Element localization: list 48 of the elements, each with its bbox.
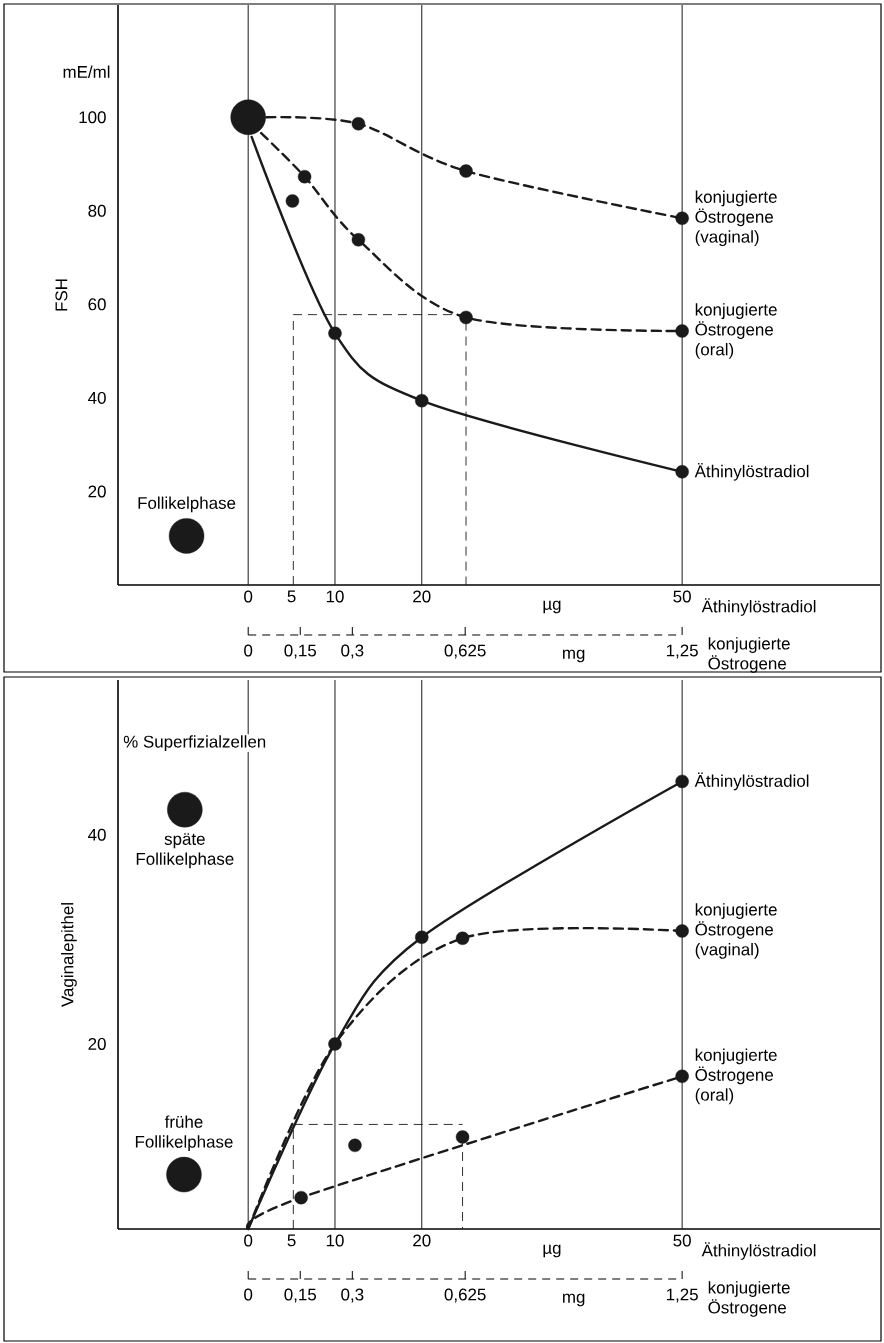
x2-tick-label: 0,3 xyxy=(341,644,364,659)
x2-tick-label: 0,15 xyxy=(284,644,317,659)
x-tick-label: 50 xyxy=(673,1234,691,1247)
x2-tick-label: 0,15 xyxy=(284,1288,317,1303)
y-tick-label: 60 xyxy=(88,298,106,311)
series-label: konjugierte Östrogene (vaginal) xyxy=(695,190,777,247)
annotation: Follikelphase xyxy=(138,496,236,513)
series-label: konjugierte Östrogene (oral) xyxy=(695,303,777,359)
series-label: Äthinylöstradiol xyxy=(694,462,809,481)
series-label: konjugierte Östrogene (vaginal) xyxy=(695,903,777,959)
x-tick-label: 5 xyxy=(287,1234,296,1247)
x-tick-label: 5 xyxy=(287,590,296,603)
x2-tick-label: 0,625 xyxy=(444,644,486,659)
y-tick-label: 20 xyxy=(88,485,106,498)
x-tick-label: 0 xyxy=(244,590,253,603)
x-tick-label: 50 xyxy=(673,590,691,603)
x-tick-label: 10 xyxy=(326,590,344,603)
y-tick-label: 40 xyxy=(88,391,106,404)
x-tick-label: 20 xyxy=(413,1234,431,1247)
y-tick-label: 80 xyxy=(88,204,106,217)
x2-tick-label: 1,25 xyxy=(666,644,698,659)
x-axis-title: µg xyxy=(543,600,561,614)
y-tick-label: 20 xyxy=(88,1037,106,1050)
x-tick-label: 20 xyxy=(413,590,431,603)
annotation: frühe Follikelphase xyxy=(135,1115,233,1152)
x-axis-title: µg xyxy=(543,1244,561,1258)
series-label: konjugierte Östrogene (oral) xyxy=(695,1048,777,1105)
y-tick-label: 40 xyxy=(88,828,106,841)
y-axis-title: FSH xyxy=(55,279,68,311)
text: Äthinylöstradiol xyxy=(701,598,816,616)
x2-tick-label: 0 xyxy=(244,1288,253,1301)
x-tick-label: 10 xyxy=(326,1234,344,1247)
text: konjugierte Östrogene xyxy=(708,1281,790,1317)
x2-tick-label: 0,625 xyxy=(444,1288,486,1303)
x2-tick-label: 1,25 xyxy=(666,1288,698,1303)
annotation: späte Follikelphase xyxy=(136,833,234,869)
y-tick-label: 100 xyxy=(79,111,106,124)
y-axis-title: Vaginalepithel xyxy=(61,903,77,1007)
text: mE/ml xyxy=(63,65,110,78)
x2-tick-label: 0 xyxy=(244,644,253,657)
x2-axis-title: mg xyxy=(563,1293,585,1307)
text: konjugierte Östrogene xyxy=(708,637,790,673)
annotation: % Superfizialzellen xyxy=(123,735,266,752)
text: Äthinylöstradiol xyxy=(701,1242,816,1260)
series-label: Äthinylöstradiol xyxy=(694,772,809,791)
x2-tick-label: 0,3 xyxy=(341,1288,364,1303)
x-tick-label: 0 xyxy=(244,1234,253,1247)
x2-axis-title: mg xyxy=(563,649,585,663)
